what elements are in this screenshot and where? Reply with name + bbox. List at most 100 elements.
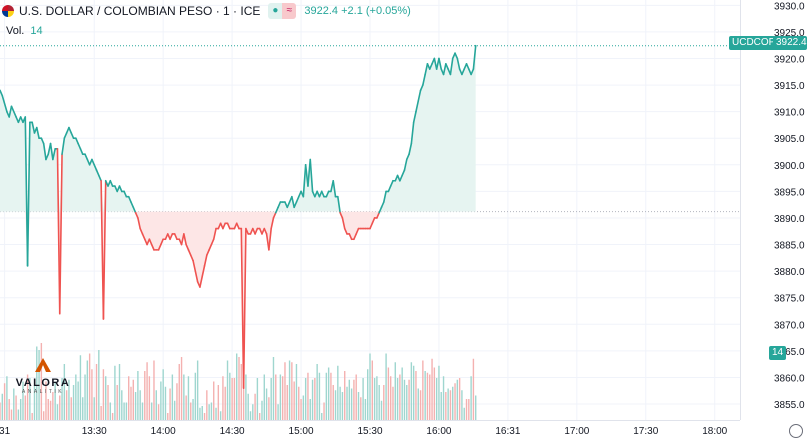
volume-bar — [318, 372, 321, 420]
market-status-pill[interactable]: ● ≈ — [268, 3, 297, 19]
volume-bar — [293, 381, 295, 420]
volume-bar — [31, 413, 33, 420]
area-above-baseline — [0, 45, 476, 212]
price-segment — [169, 233, 174, 241]
volume-bar — [231, 378, 233, 420]
price-segment — [35, 126, 40, 140]
volume-bar — [424, 371, 426, 420]
symbol-tag: UCDCOP — [732, 37, 776, 48]
price-segment — [98, 174, 102, 182]
price-segment — [93, 164, 98, 171]
y-tick-label: 3915.0 — [774, 81, 805, 92]
volume-bar — [344, 371, 346, 420]
volume-legend[interactable]: Vol. 14 — [6, 25, 43, 37]
price-segment — [405, 153, 410, 161]
volume-bar — [445, 392, 447, 420]
volume-bar — [252, 404, 254, 420]
volume-bar — [217, 385, 220, 420]
price-segment — [472, 44, 477, 70]
price-segment — [127, 195, 132, 203]
volume-bar — [288, 360, 291, 420]
time-axis[interactable]: 31 13:30 14:00 14:30 15:00 15:30 16:00 16:31 17:… — [0, 420, 740, 438]
volume-bar — [208, 404, 210, 420]
price-segment — [332, 179, 337, 198]
volume-bar — [304, 378, 307, 420]
price-line — [0, 44, 477, 389]
y-tick-label: 3875.0 — [774, 294, 805, 305]
price-segment — [222, 222, 227, 230]
volume-bar — [84, 374, 86, 420]
volume-bar — [123, 402, 125, 420]
volume-bar — [56, 404, 59, 420]
volume-bar — [132, 379, 134, 420]
price-segment — [118, 185, 123, 193]
price-segment — [52, 148, 56, 161]
symbol-title[interactable]: U.S. DOLLAR / COLOMBIAN PESO · 1 · ICE — [19, 4, 261, 18]
volume-bar — [277, 404, 279, 420]
volume-bar — [114, 365, 116, 420]
volume-bar — [82, 397, 84, 420]
price-segment — [139, 227, 144, 235]
price-segment — [449, 57, 454, 76]
price-segment — [75, 137, 79, 145]
price-segment — [235, 222, 240, 230]
settings-gear-icon[interactable] — [789, 424, 803, 438]
x-tick-label: 14:00 — [151, 426, 176, 437]
y-tick-label: 3860.0 — [774, 373, 805, 384]
x-tick-label: 16:31 — [495, 426, 520, 437]
price-segment — [141, 233, 146, 241]
x-tick-label: 17:30 — [633, 426, 658, 437]
volume-bar — [107, 385, 109, 420]
price-segment — [173, 233, 178, 241]
volume-bar — [224, 386, 226, 420]
price-segment — [371, 217, 376, 225]
volume-bar — [452, 386, 454, 420]
volume-bar — [162, 369, 164, 420]
volume-bar — [295, 364, 298, 420]
volume-tag-value: 14 — [772, 347, 784, 358]
volume-bar — [307, 372, 309, 420]
volume-bar — [13, 388, 15, 420]
volume-bar — [190, 402, 192, 420]
volume-bar — [157, 404, 160, 420]
price-segment — [470, 68, 475, 76]
volume-bar — [350, 388, 353, 420]
volume-bar — [472, 358, 475, 420]
y-tick-label: 3930.0 — [774, 1, 805, 12]
volume-bar — [369, 353, 371, 420]
volume-bar — [98, 350, 100, 420]
volume-bar — [192, 399, 194, 420]
volume-bar — [357, 392, 360, 420]
volume-bar — [261, 400, 263, 420]
volume-bar — [49, 400, 52, 420]
volume-bar — [408, 379, 410, 420]
price-segment — [95, 169, 100, 177]
price-segment — [325, 190, 330, 198]
price-segment — [212, 227, 217, 241]
price-segment — [343, 227, 348, 235]
price-segment — [376, 211, 380, 219]
price-axis[interactable]: 3855.0 3860.0 3865.0 3870.0 3875.0 3880.0 3885… — [740, 0, 809, 440]
volume-bar — [325, 372, 328, 420]
volume-bar — [465, 399, 468, 420]
last-price-tag: 3922.4 — [773, 36, 807, 50]
y-tick-label: 3920.0 — [774, 54, 805, 65]
y-tick-label: 3905.0 — [774, 134, 805, 145]
volume-bar — [61, 378, 63, 420]
volume-bar — [199, 407, 201, 420]
volume-bar — [461, 390, 463, 420]
price-segment — [401, 169, 406, 177]
volume-bar — [52, 392, 54, 420]
volume-bar — [431, 358, 433, 420]
x-tick-label: 13:30 — [82, 426, 107, 437]
volume-bar — [105, 376, 107, 420]
volume-bar — [242, 362, 245, 420]
market-open-dot-icon: ● — [268, 3, 283, 19]
y-tick-label: 3870.0 — [774, 320, 805, 331]
volume-bar — [238, 357, 240, 420]
volume-bar — [40, 343, 43, 420]
price-segment — [199, 275, 204, 288]
volume-bar — [47, 399, 49, 420]
price-segment — [410, 121, 415, 145]
